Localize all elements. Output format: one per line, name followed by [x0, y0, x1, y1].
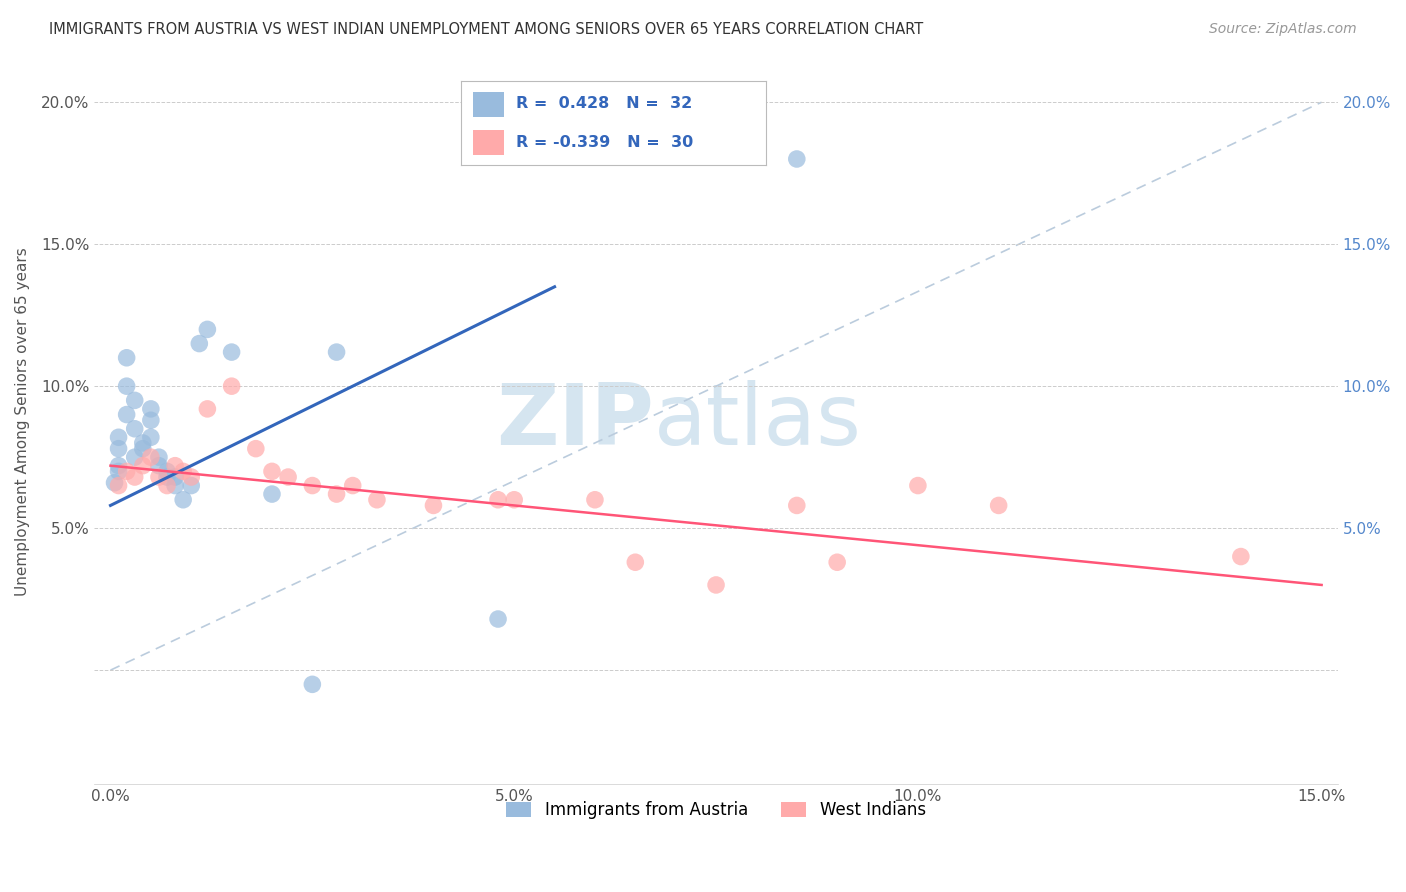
Point: [107, 442, 129, 456]
Point: [197, 322, 219, 336]
Point: [115, 464, 138, 478]
Point: [342, 478, 364, 492]
Point: [825, 555, 848, 569]
Point: [987, 499, 1010, 513]
Point: [1230, 549, 1253, 564]
Point: [107, 464, 129, 478]
Point: [422, 499, 444, 513]
Point: [503, 492, 526, 507]
Point: [704, 578, 727, 592]
Point: [107, 458, 129, 473]
Point: [907, 478, 929, 492]
Point: [197, 401, 219, 416]
Point: [115, 408, 138, 422]
Point: [148, 470, 170, 484]
Point: [180, 470, 202, 484]
Text: Source: ZipAtlas.com: Source: ZipAtlas.com: [1209, 22, 1357, 37]
Point: [172, 492, 194, 507]
Point: [148, 450, 170, 465]
Point: [156, 464, 179, 478]
Point: [165, 470, 187, 484]
Text: atlas: atlas: [654, 380, 862, 463]
Point: [132, 458, 155, 473]
Point: [124, 393, 146, 408]
Point: [156, 470, 179, 484]
Text: IMMIGRANTS FROM AUSTRIA VS WEST INDIAN UNEMPLOYMENT AMONG SENIORS OVER 65 YEARS : IMMIGRANTS FROM AUSTRIA VS WEST INDIAN U…: [49, 22, 924, 37]
Point: [221, 345, 243, 359]
Point: [188, 336, 211, 351]
Point: [124, 470, 146, 484]
Point: [139, 450, 162, 465]
Point: [786, 152, 808, 166]
Point: [245, 442, 267, 456]
Point: [486, 492, 509, 507]
Point: [139, 430, 162, 444]
Point: [165, 478, 187, 492]
Point: [301, 677, 323, 691]
Point: [325, 345, 347, 359]
Point: [115, 379, 138, 393]
Point: [277, 470, 299, 484]
Point: [583, 492, 606, 507]
Point: [260, 487, 283, 501]
Point: [366, 492, 388, 507]
Point: [301, 478, 323, 492]
Point: [124, 422, 146, 436]
Text: ZIP: ZIP: [496, 380, 654, 463]
Point: [107, 430, 129, 444]
Point: [325, 487, 347, 501]
Point: [156, 478, 179, 492]
Point: [260, 464, 283, 478]
Point: [624, 555, 647, 569]
Point: [139, 413, 162, 427]
Y-axis label: Unemployment Among Seniors over 65 years: Unemployment Among Seniors over 65 years: [15, 247, 30, 596]
Point: [139, 401, 162, 416]
Point: [148, 458, 170, 473]
Point: [165, 458, 187, 473]
Point: [132, 436, 155, 450]
Point: [124, 450, 146, 465]
Point: [115, 351, 138, 365]
Point: [486, 612, 509, 626]
Point: [172, 464, 194, 478]
Point: [132, 442, 155, 456]
Point: [103, 475, 125, 490]
Point: [180, 478, 202, 492]
Legend: Immigrants from Austria, West Indians: Immigrants from Austria, West Indians: [499, 795, 932, 826]
Point: [221, 379, 243, 393]
Point: [107, 478, 129, 492]
Point: [786, 499, 808, 513]
